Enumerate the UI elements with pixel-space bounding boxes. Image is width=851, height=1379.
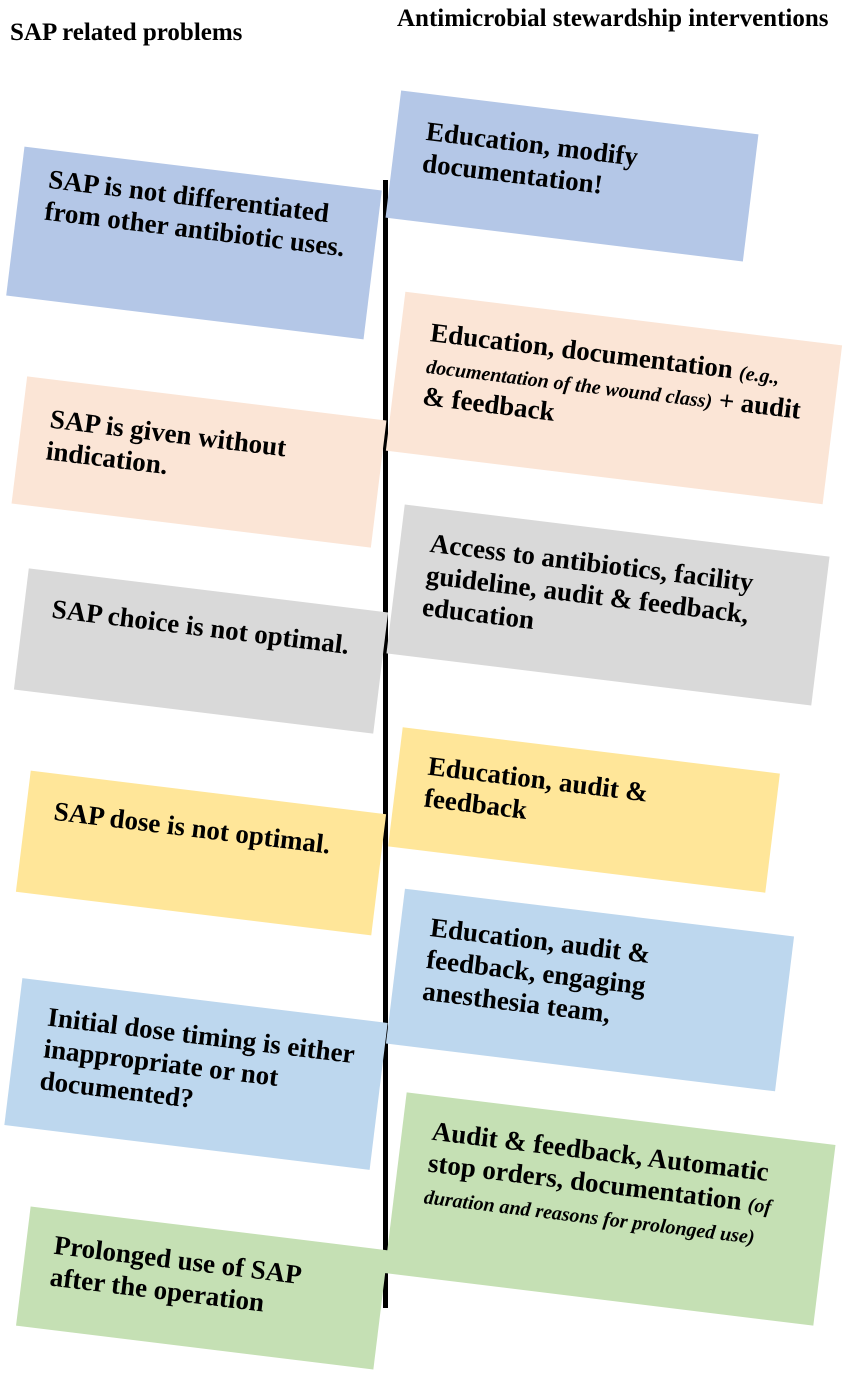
problem-box-1: SAP is not differentiated from other ant… bbox=[6, 146, 382, 340]
problem-text-1: SAP is not differentiated from other ant… bbox=[43, 163, 347, 263]
problem-text-6: Prolonged use of SAP after the operation bbox=[48, 1229, 302, 1318]
intervention-box-2: Education, documentation (e.g., document… bbox=[385, 291, 843, 505]
problem-box-4: SAP dose is not optimal. bbox=[15, 770, 387, 936]
intervention-box-3: Access to antibiotics, facility guidelin… bbox=[386, 504, 830, 706]
right-column-header: Antimicrobial stewardship interventions bbox=[397, 5, 829, 32]
intervention-text-4: Education, audit & feedback bbox=[422, 750, 650, 825]
problem-text-5: Initial dose timing is either inappropri… bbox=[38, 1001, 356, 1114]
problem-box-5: Initial dose timing is either inappropri… bbox=[4, 978, 388, 1170]
intervention-box-4: Education, audit & feedback bbox=[388, 727, 780, 893]
problem-text-3: SAP choice is not optimal. bbox=[50, 593, 351, 660]
intervention-box-6: Audit & feedback, Automatic stop orders,… bbox=[384, 1092, 836, 1326]
intervention-box-1: Education, modify documentation! bbox=[385, 90, 759, 262]
problem-box-2: SAP is given without indication. bbox=[11, 376, 387, 548]
problem-text-4: SAP dose is not optimal. bbox=[52, 795, 333, 860]
problem-box-6: Prolonged use of SAP after the operation bbox=[16, 1206, 388, 1370]
central-divider-line bbox=[383, 180, 388, 1308]
intervention-box-5: Education, audit & feedback, engaging an… bbox=[385, 888, 795, 1092]
intervention-text-5: Education, audit & feedback, engaging an… bbox=[420, 912, 652, 1029]
intervention-text-1: Education, modify documentation! bbox=[420, 116, 640, 200]
problem-text-2: SAP is given without indication. bbox=[44, 403, 289, 480]
problem-box-3: SAP choice is not optimal. bbox=[13, 568, 389, 734]
intervention-text-3: Access to antibiotics, facility guidelin… bbox=[420, 527, 756, 635]
left-column-header: SAP related problems bbox=[10, 19, 243, 46]
